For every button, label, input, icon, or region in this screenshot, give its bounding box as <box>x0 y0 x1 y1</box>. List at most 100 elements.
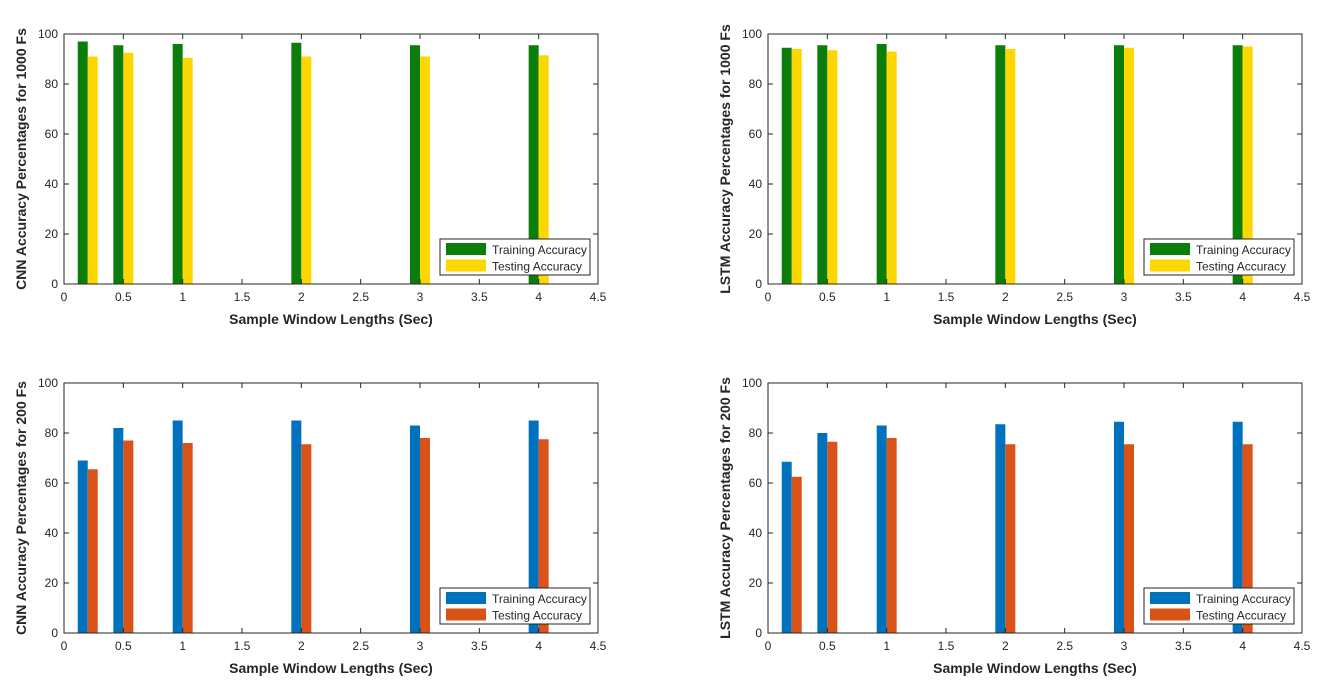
bar <box>528 420 539 633</box>
bar <box>1124 444 1134 633</box>
bar <box>1232 45 1243 284</box>
bar <box>538 55 549 284</box>
legend-swatch <box>446 259 486 272</box>
bar <box>87 56 98 284</box>
bar <box>876 425 887 633</box>
axes-frame <box>63 33 599 285</box>
bar <box>1242 46 1253 284</box>
x-tick-label: 0.5 <box>115 639 132 653</box>
bar <box>791 49 802 284</box>
bar <box>291 42 302 284</box>
x-tick-label: 1.5 <box>234 639 251 653</box>
bar <box>77 460 88 633</box>
bar <box>77 41 88 284</box>
axes-frame <box>767 382 1303 634</box>
chart-panel-1: 0 0.5 1 1.5 2 2.5 3 3.5 4 4.5 0 20 40 60 80 100 Sample W… <box>13 27 607 327</box>
legend-label: Testing Accuracy <box>492 609 582 623</box>
chart-panel-4: 0 0.5 1 1.5 2 2.5 3 3.5 4 4.5 0 20 40 60 80 100 Sample W… <box>717 376 1311 676</box>
x-tick-label: 2.5 <box>1056 639 1073 653</box>
y-tick-label: 0 <box>755 277 762 291</box>
bar <box>1005 444 1016 633</box>
legend: Training Accuracy Testing Accuracy <box>1143 238 1295 276</box>
x-tick-label: 0.5 <box>819 290 836 304</box>
x-tick-label: 4.5 <box>1294 290 1311 304</box>
y-tick-label: 100 <box>742 376 762 390</box>
y-tick-label: 0 <box>51 277 58 291</box>
bar <box>301 56 312 284</box>
x-tick-label: 4.5 <box>590 290 607 304</box>
y-tick-label: 60 <box>45 476 59 490</box>
x-tick-label: 1 <box>179 639 186 653</box>
y-tick-label: 40 <box>749 526 763 540</box>
bar <box>1232 421 1243 633</box>
y-tick-label: 20 <box>749 576 763 590</box>
bar <box>410 45 420 284</box>
x-tick-label: 2 <box>1002 290 1009 304</box>
legend: Training Accuracy Testing Accuracy <box>1143 587 1295 625</box>
legend-swatch <box>446 608 486 621</box>
legend-swatch <box>446 592 486 604</box>
bar <box>301 444 312 633</box>
bar <box>528 45 539 284</box>
bar <box>172 44 183 284</box>
x-tick-label: 4.5 <box>590 639 607 653</box>
bar <box>817 45 828 284</box>
bar <box>781 47 792 284</box>
x-tick-label: 3.5 <box>471 290 488 304</box>
x-axis-label: Sample Window Lengths (Sec) <box>229 311 433 327</box>
y-tick-label: 100 <box>38 27 58 41</box>
legend-label: Training Accuracy <box>492 592 587 606</box>
legend-swatch <box>1150 592 1190 604</box>
y-tick-label: 0 <box>51 626 58 640</box>
bar <box>172 420 183 633</box>
bar <box>817 433 828 633</box>
bar <box>886 51 897 284</box>
bar <box>420 438 430 633</box>
chart-panel-2: 0 0.5 1 1.5 2 2.5 3 3.5 4 4.5 0 20 40 60 80 100 Sample W… <box>717 24 1311 327</box>
y-tick-label: 100 <box>38 376 58 390</box>
x-tick-label: 0 <box>61 290 68 304</box>
bar <box>1124 47 1134 284</box>
bar <box>827 441 838 633</box>
y-tick-label: 80 <box>749 77 763 91</box>
y-tick-label: 80 <box>45 77 59 91</box>
y-tick-label: 100 <box>742 27 762 41</box>
legend: Training Accuracy Testing Accuracy <box>439 587 591 625</box>
x-tick-label: 4 <box>535 290 542 304</box>
chart-panel-3: 0 0.5 1 1.5 2 2.5 3 3.5 4 4.5 0 20 40 60 80 100 Sample W… <box>13 376 607 676</box>
x-tick-label: 2 <box>298 290 305 304</box>
x-tick-label: 0 <box>61 639 68 653</box>
bar <box>1114 45 1124 284</box>
y-tick-label: 40 <box>45 526 59 540</box>
bar <box>410 425 420 633</box>
bar <box>123 440 134 633</box>
bar <box>781 461 792 633</box>
x-tick-label: 2 <box>298 639 305 653</box>
x-tick-label: 3 <box>417 290 424 304</box>
x-tick-label: 3 <box>417 639 424 653</box>
legend-swatch <box>1150 608 1190 621</box>
x-tick-label: 1.5 <box>938 290 955 304</box>
legend-swatch <box>1150 243 1190 255</box>
x-tick-label: 3 <box>1121 290 1128 304</box>
legend-label: Training Accuracy <box>1196 243 1291 257</box>
bar <box>1005 49 1016 284</box>
x-tick-label: 2 <box>1002 639 1009 653</box>
x-tick-label: 4 <box>1239 290 1246 304</box>
bar <box>1114 421 1124 633</box>
axes-frame <box>63 382 599 634</box>
bar <box>182 57 193 284</box>
bar <box>1242 444 1253 633</box>
legend-label: Training Accuracy <box>492 243 587 257</box>
x-tick-label: 1 <box>883 290 890 304</box>
legend-label: Testing Accuracy <box>1196 609 1286 623</box>
x-tick-label: 3.5 <box>1175 290 1192 304</box>
x-tick-label: 0 <box>765 639 772 653</box>
bar <box>886 438 897 633</box>
y-tick-label: 60 <box>749 476 763 490</box>
y-tick-label: 20 <box>45 227 59 241</box>
x-tick-label: 1.5 <box>938 639 955 653</box>
x-tick-label: 2.5 <box>352 290 369 304</box>
bar <box>182 443 193 633</box>
